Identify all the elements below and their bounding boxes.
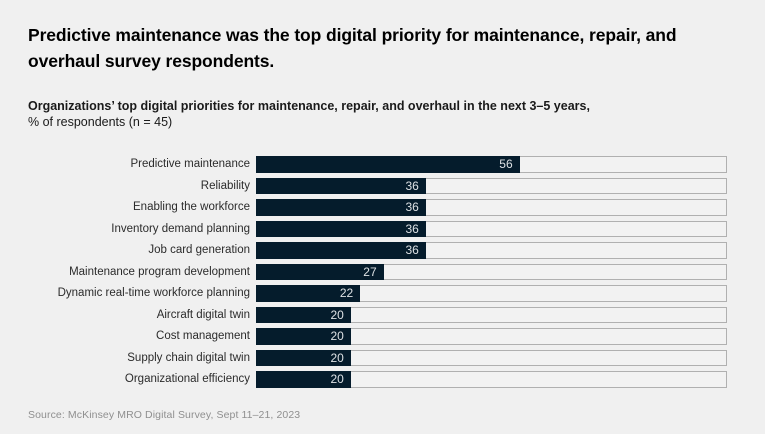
value-label: 36: [405, 178, 419, 193]
value-label: 27: [363, 264, 377, 279]
bar: 20: [256, 328, 351, 345]
bar: 56: [256, 156, 520, 173]
bar: 20: [256, 371, 351, 388]
value-label: 20: [330, 350, 344, 365]
category-label: Enabling the workforce: [133, 201, 250, 214]
bar-track: 20: [256, 306, 727, 323]
value-label: 20: [330, 372, 344, 386]
bar-track: 56: [256, 156, 727, 173]
bar: 20: [256, 349, 351, 366]
bar: 20: [256, 306, 351, 323]
bar: 27: [256, 263, 384, 280]
value-label: 56: [499, 157, 513, 171]
page-title: Predictive maintenance was the top digit…: [28, 25, 677, 71]
category-label: Aircraft digital twin: [156, 308, 250, 321]
value-label: 22: [339, 286, 354, 300]
bar-row: Inventory demand planning 36: [28, 220, 733, 237]
bar-row: Reliability 36: [28, 177, 733, 194]
bar-row: Cost management 20: [28, 328, 733, 345]
value-label: 36: [405, 243, 419, 257]
bar-row: Supply chain digital twin 20: [28, 349, 733, 366]
bar: 36: [256, 177, 426, 194]
bar-track: 36: [256, 220, 727, 237]
category-label: Organizational efficiency: [124, 373, 250, 386]
bar-chart: Predictive maintenance 56 Reliability 36 Ena…: [28, 156, 733, 388]
category-label: Inventory demand planning: [111, 222, 250, 235]
bar-track: 36: [256, 177, 727, 194]
value-label: 20: [330, 329, 344, 343]
category-label: Dynamic real-time workforce planning: [57, 287, 250, 300]
bar-track: 36: [256, 242, 727, 259]
chart-subtitle-unit: % of respondents (n = 45): [28, 115, 173, 129]
bar: 36: [256, 199, 426, 216]
category-label: Reliability: [200, 179, 250, 192]
bar-track: 20: [256, 328, 727, 345]
category-label: Cost management: [156, 330, 250, 343]
bar-track: 20: [256, 349, 727, 366]
chart-subtitle: Organizations’ top digital priorities fo…: [28, 99, 590, 113]
bar-row: Job card generation 36: [28, 242, 733, 259]
value-label: 20: [330, 307, 344, 322]
bar: 36: [256, 242, 426, 259]
category-label: Maintenance program development: [69, 265, 250, 278]
bar-row: Dynamic real-time workforce planning 22: [28, 285, 733, 302]
bar-track: 36: [256, 199, 727, 216]
bar-row: Maintenance program development 27: [28, 263, 733, 280]
category-label: Predictive maintenance: [130, 158, 250, 171]
value-label: 36: [405, 200, 419, 214]
category-label: Job card generation: [148, 244, 250, 257]
bar: 36: [256, 220, 426, 237]
chart-subtitle-block: Organizations’ top digital priorities fo…: [28, 99, 733, 130]
bar-track: 27: [256, 263, 727, 280]
source-note: Source: McKinsey MRO Digital Survey, Sep…: [28, 408, 301, 421]
bar: 22: [256, 285, 361, 302]
category-label: Supply chain digital twin: [127, 351, 250, 364]
value-label: 36: [405, 221, 419, 236]
bar-track: 22: [256, 285, 727, 302]
bar-row: Enabling the workforce 36: [28, 199, 733, 216]
bar-row: Organizational efficiency 20: [28, 371, 733, 388]
bar-track: 20: [256, 371, 727, 388]
bar-row: Predictive maintenance 56: [28, 156, 733, 173]
bar-row: Aircraft digital twin 20: [28, 306, 733, 323]
